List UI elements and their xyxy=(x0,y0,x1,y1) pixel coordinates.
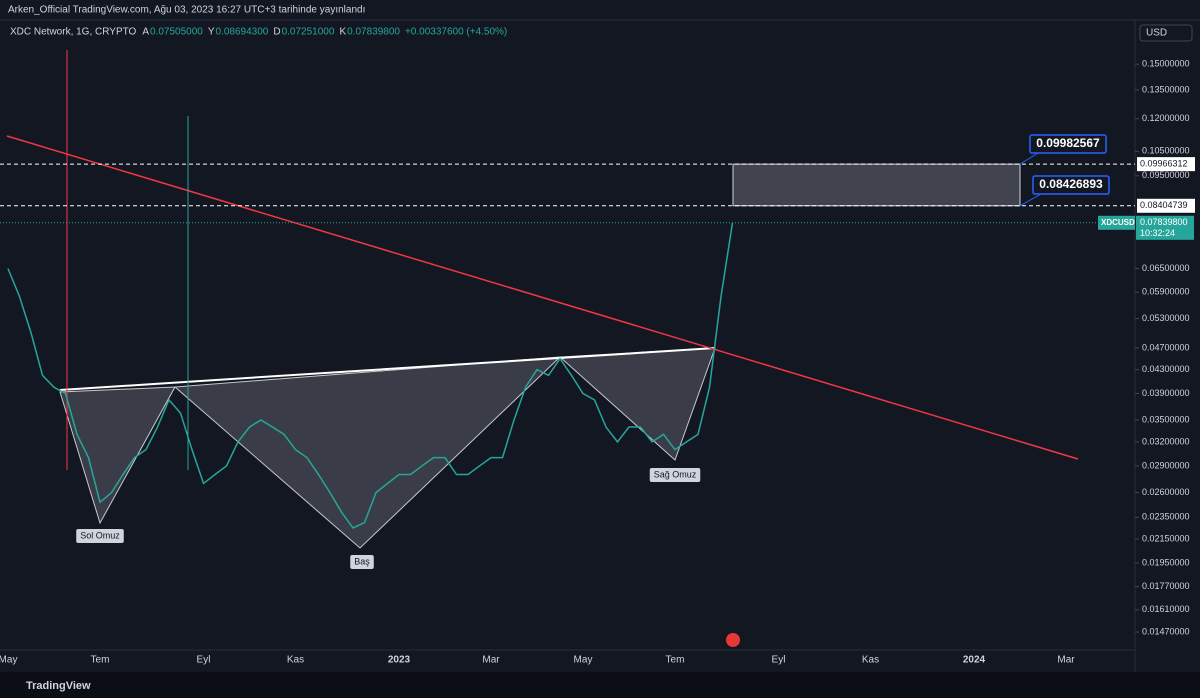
pattern xyxy=(6,50,1079,549)
y-tick-label: 0.15000000 xyxy=(1142,59,1190,69)
pattern-label: Sol Omuz xyxy=(80,530,120,540)
pattern-label: Baş xyxy=(354,556,370,566)
symbol-row: XDC Network, 1G, CRYPTO A 0.07505000 Y 0.08… xyxy=(10,27,507,38)
ohlc-value: 0.07505000 xyxy=(150,27,203,38)
pattern-label: Sağ Omuz xyxy=(654,469,697,479)
callout-text: 0.09982567 xyxy=(1036,136,1100,150)
y-tick-label: 0.06500000 xyxy=(1142,263,1190,273)
change: +0.00337600 (+4.50%) xyxy=(405,27,507,38)
x-tick-label: 2024 xyxy=(963,655,986,666)
y-tick-label: 0.01950000 xyxy=(1142,557,1190,567)
last-price-label: 0.07839800 xyxy=(1140,217,1188,227)
countdown: 10:32:24 xyxy=(1140,228,1175,238)
pattern-label-bg xyxy=(76,529,124,543)
event-icon[interactable] xyxy=(726,633,740,647)
y-tick-label: 0.02600000 xyxy=(1142,487,1190,497)
callout-box xyxy=(1032,175,1110,195)
callout-box xyxy=(1029,134,1107,154)
y-tick-label: 0.02900000 xyxy=(1142,460,1190,470)
brand: TradingView xyxy=(26,680,91,692)
level-label: 0.08404739 xyxy=(1140,200,1188,210)
y-tick-label: 0.05900000 xyxy=(1142,287,1190,297)
ohlc-value: 0.07251000 xyxy=(282,27,335,38)
y-tick-label: 0.12000000 xyxy=(1142,113,1190,123)
x-tick-label: Mar xyxy=(482,655,500,666)
x-tick-label: May xyxy=(0,655,17,666)
target-zone xyxy=(732,163,1021,207)
y-tick-label: 0.04300000 xyxy=(1142,364,1190,374)
y-tick-label: 0.10500000 xyxy=(1142,146,1190,156)
x-tick-label: 2023 xyxy=(388,655,411,666)
level-label: 0.09966312 xyxy=(1140,158,1188,168)
series-name: XDCUSD xyxy=(1101,218,1135,227)
y-tick-label: 0.03200000 xyxy=(1142,436,1190,446)
ohlc-value: 0.08694300 xyxy=(216,27,269,38)
x-tick-label: Tem xyxy=(91,655,110,666)
ohlc-key: D xyxy=(273,27,280,38)
ohlc-key: K xyxy=(339,27,346,38)
published: Arken_Official TradingView.com, Ağu 03, … xyxy=(8,5,365,16)
callout-pointer xyxy=(1019,193,1042,207)
trend-line xyxy=(6,135,1079,460)
callout-text: 0.08426893 xyxy=(1039,177,1103,191)
x-tick-label: Eyl xyxy=(197,655,211,666)
price-badge xyxy=(1136,215,1194,240)
y-tick-label: 0.01470000 xyxy=(1142,626,1190,636)
x-tick-label: Mar xyxy=(1057,655,1075,666)
y-tick-label: 0.01770000 xyxy=(1142,581,1190,591)
x-tick-label: May xyxy=(574,655,593,666)
y-tick-label: 0.05300000 xyxy=(1142,313,1190,323)
footer xyxy=(0,672,1200,698)
price-line xyxy=(7,222,734,529)
callout-pointer xyxy=(1019,152,1039,165)
y-tick-label: 0.03500000 xyxy=(1142,414,1190,424)
y-tick-label: 0.04700000 xyxy=(1142,342,1190,352)
currency-button[interactable] xyxy=(1139,24,1193,42)
pattern-label-bg xyxy=(350,555,374,569)
x-tick-label: Kas xyxy=(287,655,304,666)
y-tick-label: 0.02350000 xyxy=(1142,512,1190,522)
level-badge xyxy=(1137,198,1195,213)
level-badge xyxy=(1137,157,1195,172)
ohlc-key: A xyxy=(142,27,149,38)
head xyxy=(173,356,562,549)
x-tick-label: Kas xyxy=(862,655,879,666)
pattern-label-bg xyxy=(649,468,701,482)
neckline xyxy=(59,347,716,391)
y-tick-label: 0.02150000 xyxy=(1142,533,1190,543)
ohlc-key: Y xyxy=(208,27,215,38)
y-tick-label: 0.03900000 xyxy=(1142,388,1190,398)
currency[interactable]: USD xyxy=(1146,28,1167,39)
y-tick-label: 0.13500000 xyxy=(1142,84,1190,94)
x-tick-label: Tem xyxy=(666,655,685,666)
symbol: XDC Network, 1G, CRYPTO xyxy=(10,27,137,38)
x-tick-label: Eyl xyxy=(772,655,786,666)
ohlc-value: 0.07839800 xyxy=(347,27,400,38)
y-tick-label: 0.01610000 xyxy=(1142,604,1190,614)
y-tick-label: 0.09500000 xyxy=(1142,170,1190,180)
symbol-badge xyxy=(1098,215,1135,230)
